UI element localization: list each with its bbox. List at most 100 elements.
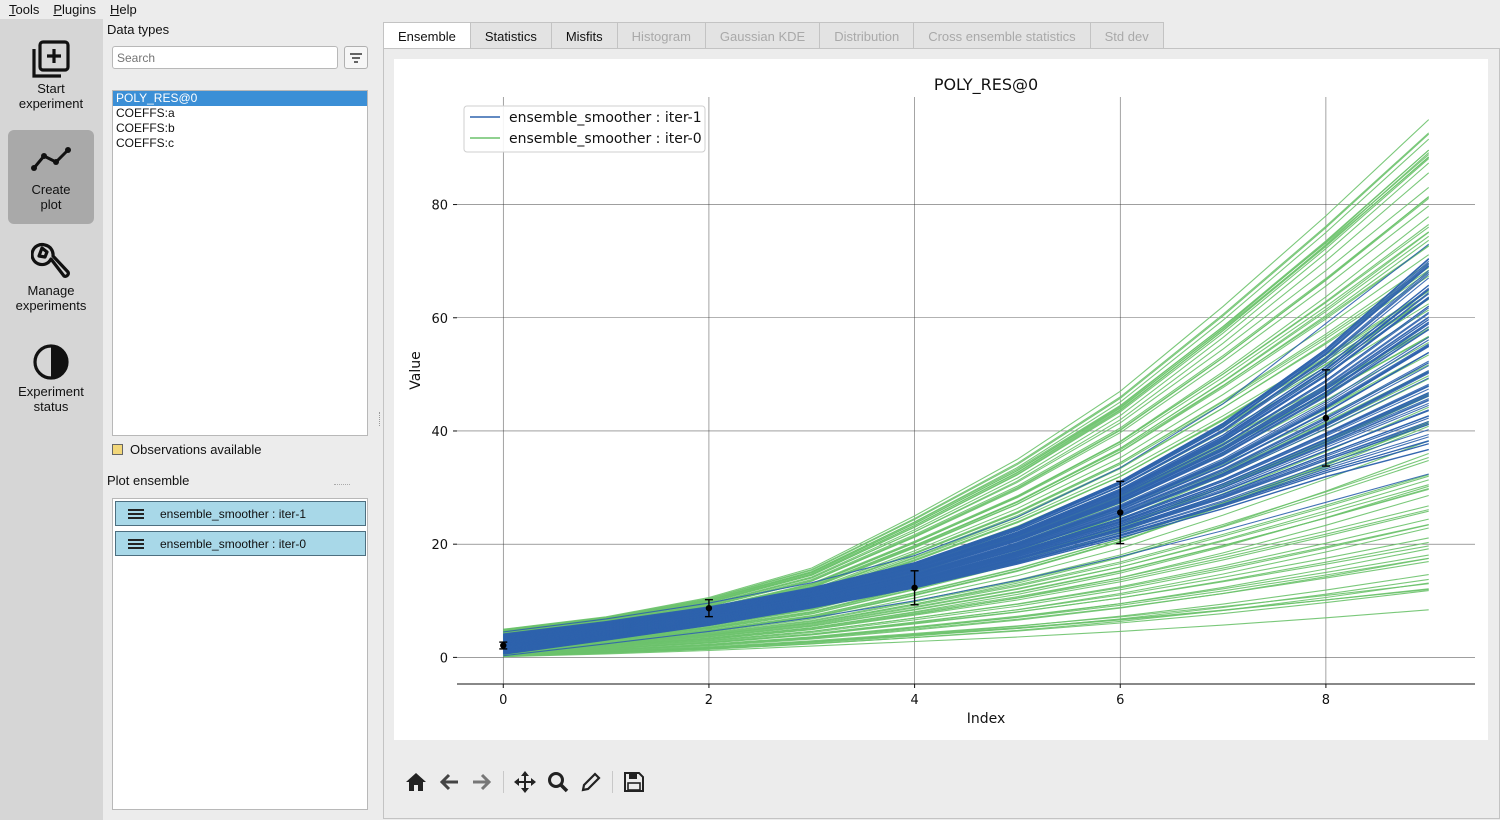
data-panel: Data types POLY_RES@0 COEFFS:a COEFFS:b …: [103, 19, 380, 820]
edit-icon: [581, 772, 601, 792]
ensemble-item-label: ensemble_smoother : iter-0: [160, 536, 307, 551]
y-tick-label: 20: [431, 538, 448, 553]
pan-icon: [514, 771, 536, 793]
ensemble-item-label: ensemble_smoother : iter-1: [160, 506, 307, 521]
pan-button[interactable]: [511, 769, 539, 795]
tab-std-dev: Std dev: [1089, 22, 1164, 49]
data-types-list: POLY_RES@0 COEFFS:a COEFFS:b COEFFS:c: [112, 90, 368, 436]
legend-label: ensemble_smoother : iter-0: [509, 131, 702, 147]
search-input[interactable]: [112, 46, 338, 69]
forward-button[interactable]: [468, 769, 496, 795]
observations-swatch: [112, 444, 123, 455]
series-line: [503, 609, 1429, 658]
nav-manage-experiments-label: Manage experiments: [15, 283, 87, 313]
series-line: [503, 243, 1430, 633]
add-square-icon: [32, 40, 70, 78]
nav-start-experiment-label: Start experiment: [18, 81, 84, 111]
tab-gaussian-kde: Gaussian KDE: [704, 22, 821, 49]
tab-cross-ensemble-statistics: Cross ensemble statistics: [913, 22, 1091, 49]
series-line: [503, 554, 1429, 654]
save-button[interactable]: [620, 769, 648, 795]
back-arrow-icon: [439, 773, 458, 791]
series-line: [503, 186, 1430, 633]
plot-ensemble-list: ensemble_smoother : iter-1 ensemble_smoo…: [112, 498, 368, 810]
series-line: [503, 440, 1429, 648]
observation-point: [705, 604, 713, 612]
observations-label: Observations available: [130, 442, 262, 457]
series-line: [503, 510, 1429, 652]
tab-statistics[interactable]: Statistics: [469, 22, 552, 49]
half-circle-icon: [33, 344, 69, 380]
plot-toolbar: [402, 769, 653, 795]
plot-ensemble-title: Plot ensemble: [107, 473, 190, 488]
tab-distribution: Distribution: [819, 22, 915, 49]
menu-help[interactable]: Help: [110, 2, 137, 17]
y-tick-label: 80: [431, 199, 448, 214]
data-type-item[interactable]: COEFFS:a: [116, 106, 175, 120]
wrench-icon: [31, 242, 70, 278]
nav-manage-experiments[interactable]: Manage experiments: [8, 231, 94, 325]
data-type-item[interactable]: COEFFS:c: [116, 136, 175, 150]
home-icon: [406, 773, 426, 791]
zoom-button[interactable]: [544, 769, 572, 795]
nav-start-experiment[interactable]: Start experiment: [8, 29, 94, 123]
series-line: [503, 132, 1430, 631]
panel-splitter-handle[interactable]: [334, 484, 350, 485]
toolbar-separator: [503, 771, 504, 793]
legend-box: [463, 105, 706, 153]
series-line: [503, 473, 1429, 657]
legend-label: ensemble_smoother : iter-1: [509, 110, 702, 126]
y-tick-label: 60: [431, 312, 448, 327]
nav-experiment-status[interactable]: Experiment status: [8, 332, 94, 426]
series-line: [503, 119, 1430, 630]
data-type-item[interactable]: COEFFS:b: [116, 121, 175, 135]
y-axis-label: Value: [408, 351, 424, 389]
line-chart-icon: [31, 147, 71, 171]
nav-experiment-status-label: Experiment status: [18, 384, 84, 414]
drag-handle-icon[interactable]: [128, 507, 144, 521]
forward-arrow-icon: [473, 773, 492, 791]
observation-point: [1322, 414, 1330, 422]
observation-point: [500, 642, 507, 649]
observation-point: [911, 584, 918, 591]
data-types-title: Data types: [107, 22, 170, 37]
ensemble-item[interactable]: ensemble_smoother : iter-0: [115, 531, 366, 556]
x-tick-label: 0: [499, 693, 507, 708]
series-line: [503, 537, 1429, 653]
ensemble-item[interactable]: ensemble_smoother : iter-1: [115, 501, 366, 526]
data-type-item[interactable]: POLY_RES@0: [113, 91, 367, 106]
home-button[interactable]: [402, 769, 430, 795]
series-line: [503, 284, 1430, 638]
drag-handle-icon[interactable]: [128, 537, 144, 551]
filter-icon: [350, 52, 362, 63]
vertical-splitter-handle[interactable]: [379, 412, 381, 426]
save-icon: [624, 772, 644, 792]
series-line: [503, 523, 1429, 652]
edit-button[interactable]: [577, 769, 605, 795]
ensemble-chart[interactable]: 0 2 4 6 8020406080POLY_RES@0IndexValueensemb…: [394, 59, 1488, 740]
y-tick-label: 0: [440, 651, 448, 666]
x-tick-label: 2: [705, 693, 713, 708]
series-line: [503, 561, 1429, 655]
menu-plugins[interactable]: Plugins: [53, 2, 96, 17]
y-tick-label: 40: [431, 425, 448, 440]
series-line: [503, 524, 1429, 653]
plot-panel: 0 2 4 6 8 0 20 40 60 80 POLY_RES@0 Index Value ensemb…: [383, 48, 1500, 819]
series-line: [503, 479, 1429, 650]
back-button[interactable]: [435, 769, 463, 795]
tab-ensemble[interactable]: Ensemble: [383, 22, 471, 50]
menu-bar: Tools Plugins Help: [0, 0, 1500, 19]
zoom-icon: [548, 772, 569, 793]
menu-tools[interactable]: Tools: [9, 2, 40, 17]
tab-histogram: Histogram: [616, 22, 706, 49]
x-tick-label: 8: [1322, 693, 1330, 708]
tab-misfits[interactable]: Misfits: [550, 22, 618, 49]
observation-point: [1117, 509, 1124, 516]
nav-create-plot[interactable]: Create plot: [8, 130, 94, 224]
filter-button[interactable]: [344, 46, 368, 69]
chart-legend: ensemble_smoother : iter-1 ensemble_smoot…: [463, 105, 706, 153]
plot-figure: 0 2 4 6 8 0 20 40 60 80 POLY_RES@0 Index Value ensemb…: [394, 59, 1488, 740]
series-line: [503, 583, 1429, 656]
series-line: [503, 557, 1429, 656]
x-axis-label: Index: [967, 711, 1006, 727]
